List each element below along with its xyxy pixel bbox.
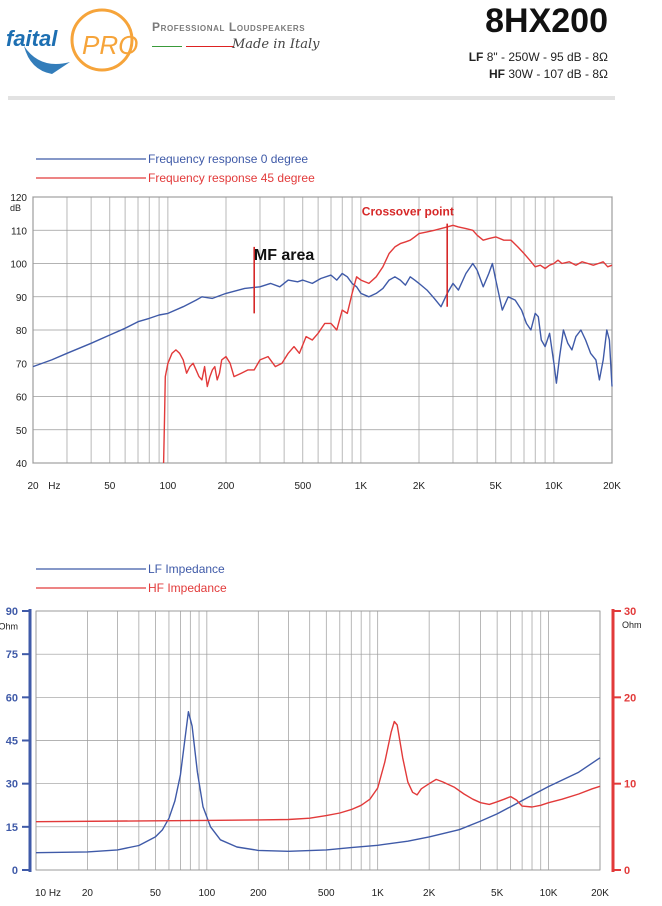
x-tick-label: 100 <box>160 481 177 492</box>
spec-lf-value: 8" - 250W - 95 dB - 8Ω <box>486 50 608 64</box>
y-tick-label: 120 <box>10 193 27 204</box>
crossover-annotation: Crossover point <box>362 204 454 218</box>
series-line <box>32 262 613 387</box>
legend-label: LF Impedance <box>148 562 225 576</box>
y-tick-label: 40 <box>16 459 28 470</box>
right-y-tick-label: 20 <box>624 692 636 704</box>
faital-pro-logo: faital PRO <box>6 8 138 74</box>
x-tick-label: 5K <box>491 888 504 899</box>
series-line <box>162 224 613 464</box>
y-tick-label: 90 <box>16 293 28 304</box>
left-y-tick-label: 45 <box>6 736 18 748</box>
y-axis-unit: dB <box>10 203 21 213</box>
spec-hf: HF 30W - 107 dB - 8Ω <box>489 67 608 81</box>
left-y-tick-label: 0 <box>12 865 18 877</box>
left-y-tick-label: 30 <box>6 779 18 791</box>
y-tick-label: 50 <box>16 426 28 437</box>
right-y-tick-label: 0 <box>624 865 630 877</box>
spec-hf-value: 30W - 107 dB - 8Ω <box>508 67 608 81</box>
x-tick-label: 10K <box>540 888 558 899</box>
x-tick-label: 50 <box>104 481 116 492</box>
header-divider <box>8 96 615 100</box>
impedance-chart: 0 15 30 45 60 75 90 Ohm 0 10 20 30 Ohm 10 Hz 20 50 100 20… <box>0 562 642 899</box>
logo-pro-text: PRO <box>82 30 138 60</box>
x-tick-label: 500 <box>294 481 311 492</box>
model-title: 8HX200 <box>485 2 608 40</box>
tagline-red-rule <box>186 46 234 47</box>
y-tick-label: 100 <box>10 260 27 271</box>
x-tick-label: 500 <box>318 888 335 899</box>
spec-lf: LF 8" - 250W - 95 dB - 8Ω <box>469 50 608 64</box>
series-line <box>35 720 601 823</box>
spec-lf-label: LF <box>468 50 484 64</box>
spec-hf-label: HF <box>488 67 505 81</box>
x-tick-label: 20K <box>603 481 621 492</box>
left-y-tick-label: 75 <box>6 649 18 661</box>
x-tick-label: 1K <box>372 888 385 899</box>
y-tick-label: 60 <box>16 393 28 404</box>
left-y-tick-label: 15 <box>6 822 18 834</box>
logo-brand-text: faital <box>6 26 58 51</box>
y-tick-label: 70 <box>16 359 28 370</box>
x-tick-label: 5K <box>490 481 503 492</box>
x-tick-label: 200 <box>218 481 235 492</box>
legend-label: HF Impedance <box>148 581 227 595</box>
left-axis-unit: Ohm <box>0 621 18 631</box>
x-tick-label: 2K <box>423 888 436 899</box>
x-tick-label: 10K <box>545 481 563 492</box>
x-tick-label: 20 <box>82 888 94 899</box>
x-tick-label: 10 Hz <box>35 888 61 899</box>
legend-label: Frequency response 45 degree <box>148 171 315 185</box>
mf-area-annotation: MF area <box>254 247 315 264</box>
x-tick-label: 2K <box>413 481 426 492</box>
y-tick-label: 110 <box>11 226 27 237</box>
x-tick-label: 200 <box>250 888 267 899</box>
made-in-italy: Made in Italy <box>232 37 320 52</box>
right-y-tick-label: 10 <box>624 779 636 791</box>
left-y-tick-label: 90 <box>6 606 18 618</box>
tagline: Professional Loudspeakers <box>152 20 306 34</box>
tagline-green-rule <box>152 46 182 47</box>
x-tick-label: 20 <box>27 481 39 492</box>
x-tick-label: 1K <box>355 481 368 492</box>
series-line <box>35 711 601 854</box>
left-y-tick-label: 60 <box>6 692 18 704</box>
legend-label: Frequency response 0 degree <box>148 152 308 166</box>
x-tick-label: 100 <box>199 888 216 899</box>
right-y-tick-label: 30 <box>624 606 636 618</box>
x-axis-unit: Hz <box>48 481 60 492</box>
x-tick-label: 50 <box>150 888 162 899</box>
y-tick-label: 80 <box>16 326 28 337</box>
x-tick-label: 20K <box>591 888 609 899</box>
right-axis-unit: Ohm <box>622 620 642 630</box>
